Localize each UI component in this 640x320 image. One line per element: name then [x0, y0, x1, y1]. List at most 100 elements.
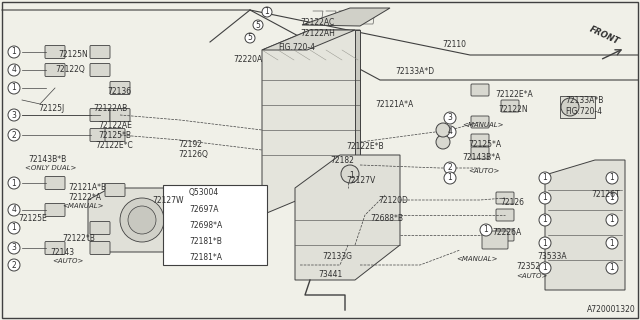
Circle shape [436, 123, 450, 137]
FancyBboxPatch shape [45, 242, 65, 254]
Circle shape [539, 192, 551, 204]
Text: <AUTO>: <AUTO> [52, 258, 83, 264]
FancyBboxPatch shape [496, 229, 514, 241]
Circle shape [168, 236, 178, 246]
Text: 72122E*A: 72122E*A [495, 90, 532, 99]
Polygon shape [545, 160, 625, 290]
Text: 72143B*A: 72143B*A [462, 153, 500, 162]
Circle shape [8, 129, 20, 141]
Circle shape [245, 33, 255, 43]
Text: 1: 1 [610, 194, 614, 203]
Text: 72181*A: 72181*A [189, 252, 222, 261]
Text: 72133A*B: 72133A*B [565, 96, 604, 105]
Text: 72688*B: 72688*B [370, 214, 403, 223]
Text: 72125*A: 72125*A [468, 140, 501, 149]
FancyBboxPatch shape [45, 204, 65, 217]
Text: 1: 1 [543, 263, 547, 273]
Text: 5: 5 [248, 34, 252, 43]
Text: 2: 2 [447, 164, 452, 172]
Polygon shape [302, 8, 390, 26]
Circle shape [253, 20, 263, 30]
Text: FIG.720-4: FIG.720-4 [278, 43, 315, 52]
Text: 72122*B: 72122*B [62, 234, 95, 243]
Text: 72122AC: 72122AC [300, 18, 334, 27]
Circle shape [606, 192, 618, 204]
Circle shape [168, 220, 178, 230]
Text: 72143B*B: 72143B*B [28, 155, 67, 164]
FancyBboxPatch shape [471, 84, 489, 96]
Text: Q53004: Q53004 [189, 188, 220, 197]
Text: 72226A: 72226A [492, 228, 521, 237]
Circle shape [168, 252, 178, 262]
Text: 72181*B: 72181*B [189, 236, 222, 245]
Text: 72126: 72126 [500, 198, 524, 207]
Text: 72136: 72136 [107, 87, 131, 96]
Bar [560, 96, 595, 118]
Circle shape [539, 214, 551, 226]
Circle shape [8, 204, 20, 216]
Circle shape [539, 237, 551, 249]
Text: 1: 1 [264, 7, 269, 17]
Text: 72110: 72110 [442, 40, 466, 49]
Text: 72122AH: 72122AH [300, 29, 335, 38]
Text: 1: 1 [12, 179, 17, 188]
Text: 72698*A: 72698*A [189, 220, 222, 229]
Text: 1: 1 [12, 223, 17, 233]
Circle shape [8, 259, 20, 271]
Text: 1: 1 [543, 194, 547, 203]
FancyBboxPatch shape [90, 45, 110, 59]
Circle shape [168, 204, 178, 214]
Text: 72125E: 72125E [18, 214, 47, 223]
Text: 4: 4 [12, 66, 17, 75]
Text: 72697A: 72697A [189, 204, 218, 213]
Circle shape [480, 224, 492, 236]
Text: <ONLY DUAL>: <ONLY DUAL> [25, 165, 76, 171]
Text: 72122Q: 72122Q [55, 65, 84, 74]
Text: 4: 4 [447, 127, 452, 137]
Text: 72121A*A: 72121A*A [375, 100, 413, 109]
Circle shape [341, 165, 359, 183]
Text: 1: 1 [543, 238, 547, 247]
Text: 72122AB: 72122AB [93, 104, 127, 113]
Text: 72122*A: 72122*A [68, 193, 101, 202]
Circle shape [444, 112, 456, 124]
Circle shape [606, 172, 618, 184]
Text: FIG.720-4: FIG.720-4 [565, 107, 602, 116]
Text: 72121A*B: 72121A*B [68, 183, 106, 192]
Text: 3: 3 [12, 110, 17, 119]
Bar [163, 185, 267, 265]
Text: 72126T: 72126T [591, 190, 620, 199]
Bar [181, 186, 195, 198]
Text: A720001320: A720001320 [588, 305, 636, 314]
Text: 73441: 73441 [318, 270, 342, 279]
FancyBboxPatch shape [90, 63, 110, 76]
Text: 4: 4 [171, 238, 175, 244]
FancyBboxPatch shape [45, 45, 65, 59]
Text: 1: 1 [447, 173, 452, 182]
Circle shape [444, 162, 456, 174]
FancyBboxPatch shape [496, 209, 514, 221]
FancyBboxPatch shape [105, 183, 125, 196]
FancyBboxPatch shape [110, 108, 130, 122]
Circle shape [168, 188, 178, 198]
Text: 72122E*C: 72122E*C [95, 141, 132, 150]
Circle shape [120, 198, 164, 242]
Circle shape [436, 135, 450, 149]
Text: 72120D: 72120D [378, 196, 408, 205]
Circle shape [8, 177, 20, 189]
Text: 72220A: 72220A [233, 55, 262, 64]
Text: 1: 1 [12, 84, 17, 92]
Text: 72126Q: 72126Q [178, 150, 208, 159]
Circle shape [539, 262, 551, 274]
Text: 1: 1 [349, 172, 355, 180]
Text: 72127V: 72127V [346, 176, 375, 185]
Polygon shape [355, 30, 360, 175]
Circle shape [262, 7, 272, 17]
Text: 72133G: 72133G [322, 252, 352, 261]
Text: 72122AE: 72122AE [98, 121, 132, 130]
Text: 3: 3 [171, 222, 175, 228]
Text: 72127W: 72127W [152, 196, 184, 205]
Text: 5: 5 [255, 20, 260, 29]
FancyBboxPatch shape [45, 63, 65, 76]
Text: <MANUAL>: <MANUAL> [62, 203, 104, 209]
